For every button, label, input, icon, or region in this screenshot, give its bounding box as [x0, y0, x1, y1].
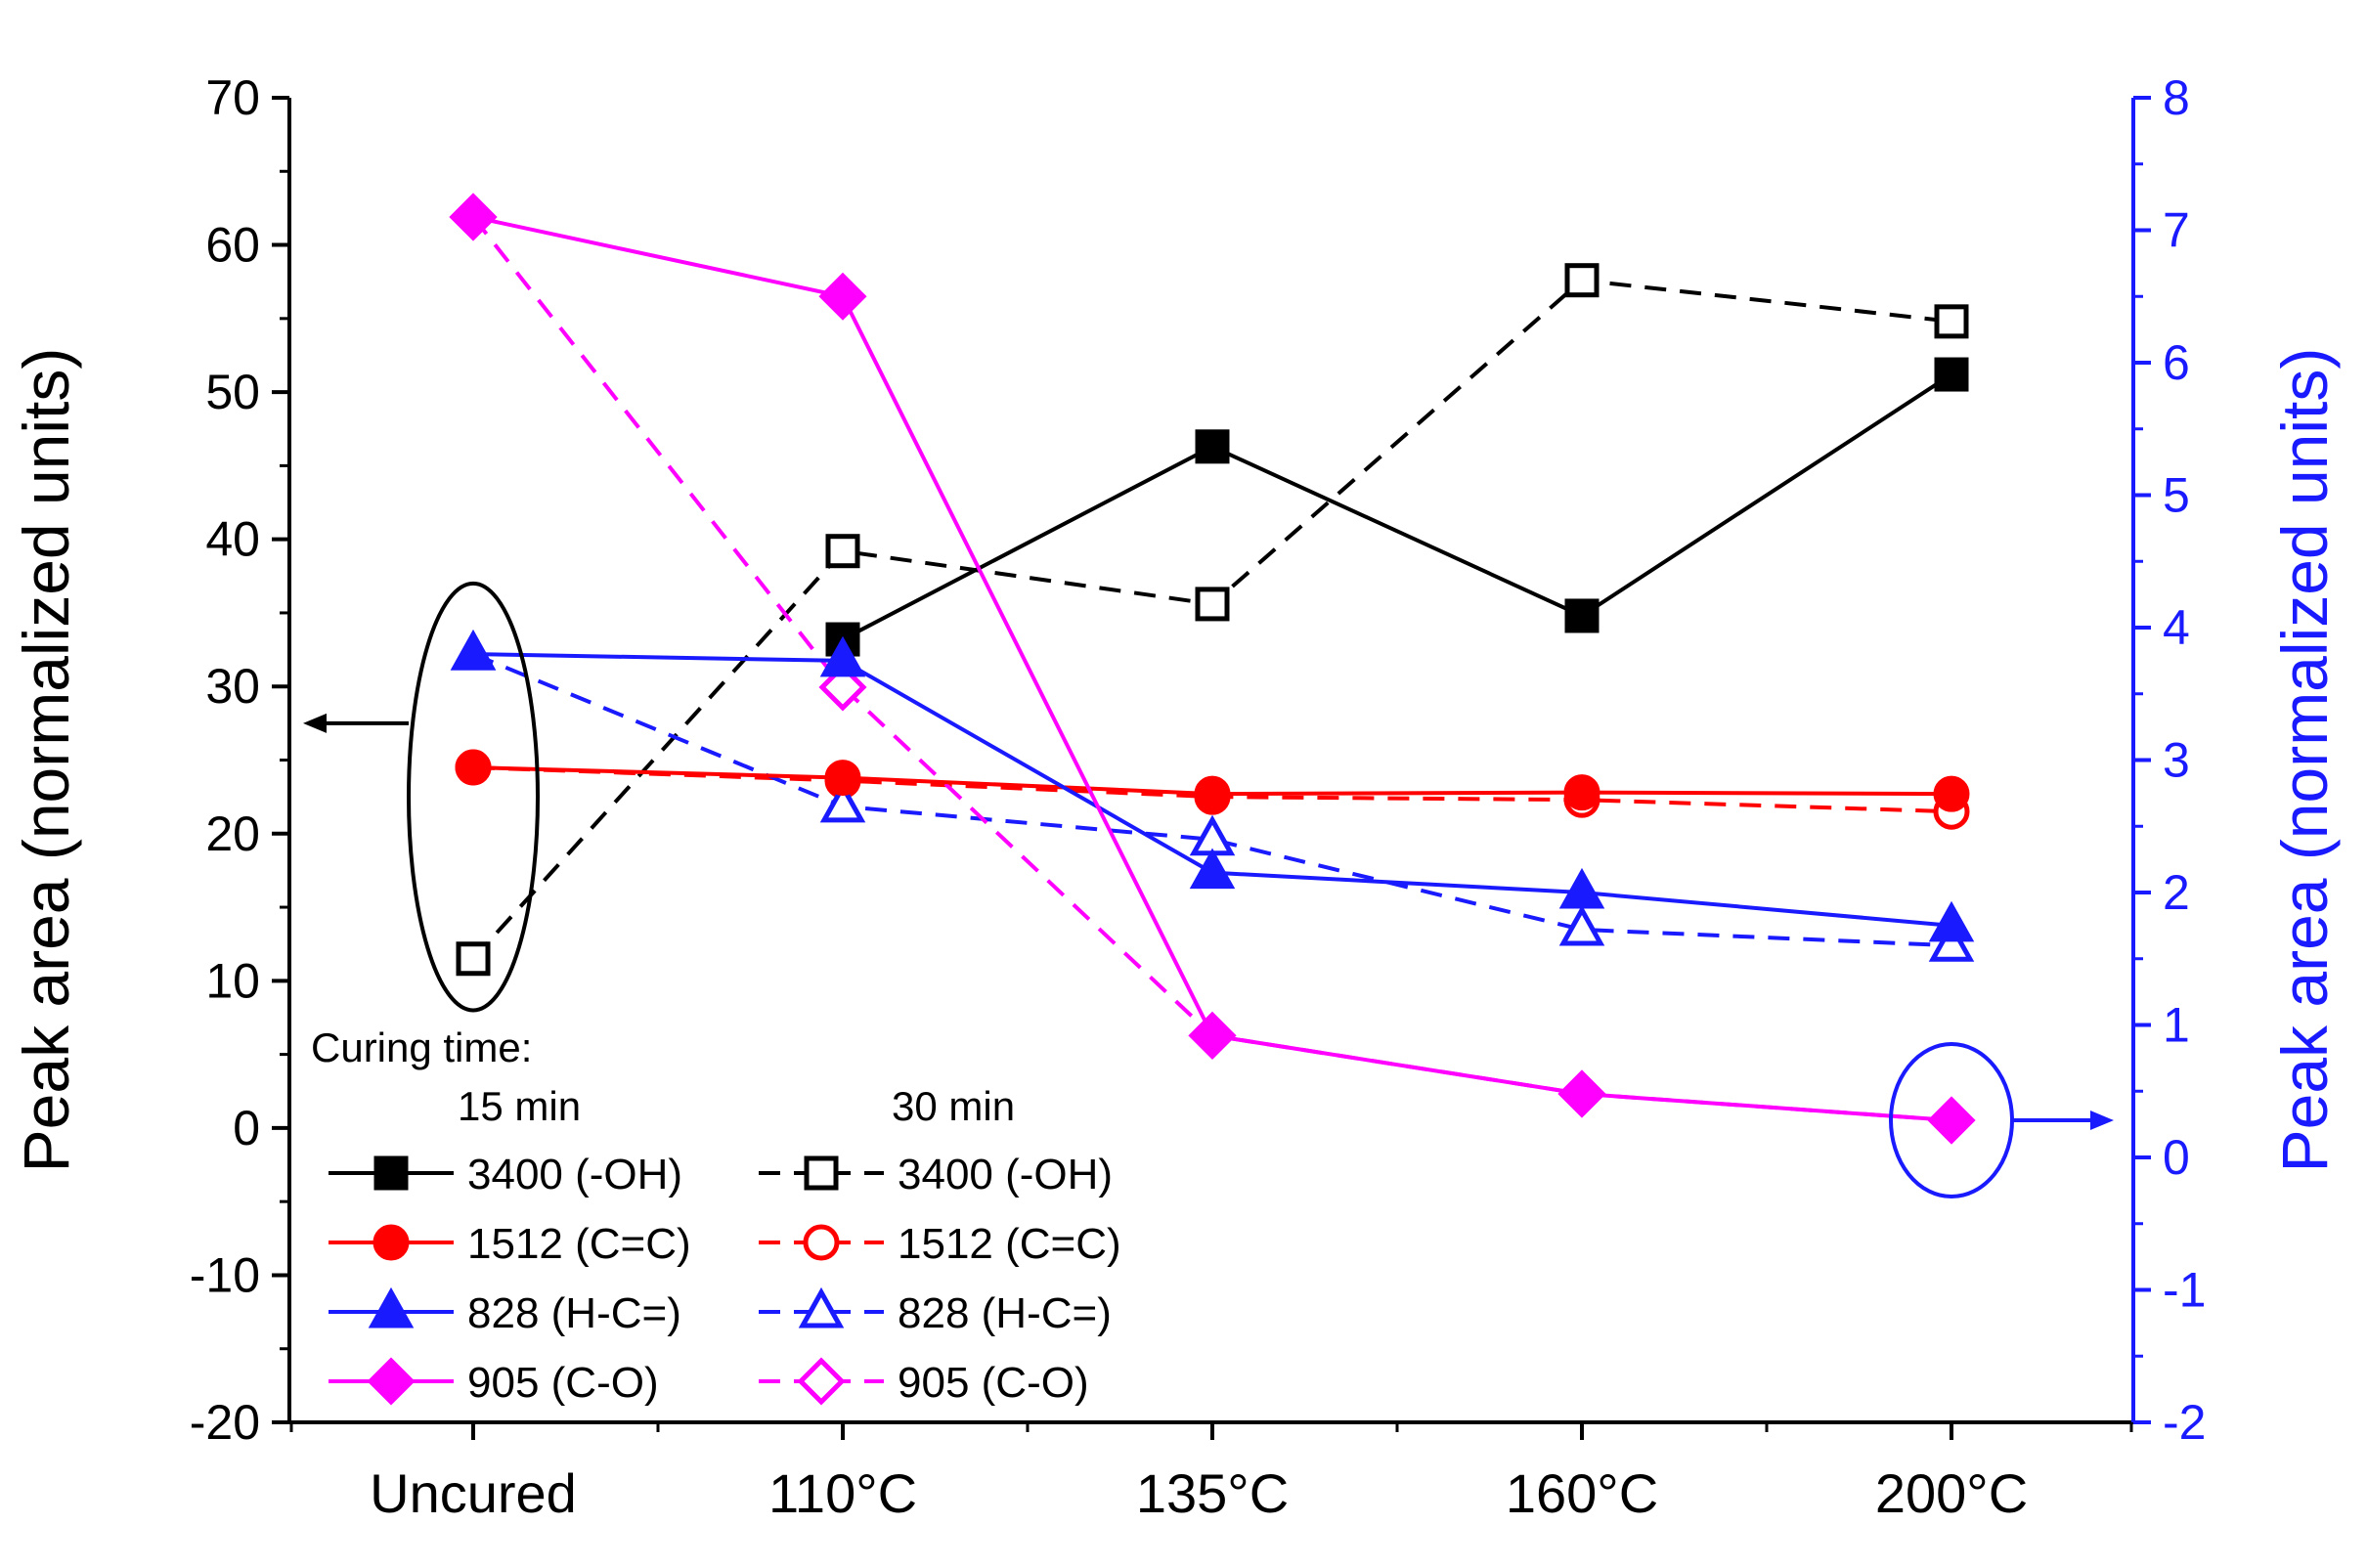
- series-line-s905_15: [472, 214, 1952, 1123]
- series-line-s3400_15: [842, 372, 1953, 641]
- data-point-s828_15: [1558, 867, 1605, 909]
- data-point-s3400_30: [825, 534, 860, 569]
- left-tick-label: 20: [205, 806, 260, 861]
- right-tick-label: 7: [2163, 203, 2190, 258]
- data-point-s3400_15: [1934, 357, 1969, 392]
- data-point-s3400_30: [456, 941, 491, 977]
- legend-label-s905_15: 905 (C-O): [467, 1359, 659, 1407]
- x-tick-label: 160°C: [1506, 1462, 1658, 1524]
- left-tick-label: -10: [190, 1247, 260, 1302]
- left-tick-label: 70: [205, 70, 260, 125]
- data-point-s905_30: [818, 663, 867, 712]
- data-point-s1512_15: [824, 760, 861, 797]
- data-point-s828_15: [1928, 900, 1975, 942]
- x-tick-label: 135°C: [1136, 1462, 1289, 1524]
- legend-label-s3400_30: 3400 (-OH): [898, 1151, 1113, 1198]
- left-tick-label: 40: [205, 512, 260, 567]
- legend-marker-s905_30: [797, 1357, 846, 1406]
- legend-label-s905_30: 905 (C-O): [898, 1359, 1089, 1407]
- left-tick-label: 0: [233, 1101, 260, 1155]
- left-tick-label: -20: [190, 1395, 260, 1450]
- right-tick-label: 6: [2163, 335, 2190, 390]
- left-tick-label: 50: [205, 365, 260, 419]
- legend-label-s3400_15: 3400 (-OH): [467, 1151, 682, 1198]
- right-tick-label: 5: [2163, 468, 2190, 523]
- left-axis-title: Peak area (normalized units): [10, 348, 82, 1173]
- legend-marker-s828_30: [798, 1286, 845, 1328]
- legend-marker-s3400_15: [373, 1155, 409, 1191]
- data-point-s3400_30: [1564, 263, 1600, 298]
- right-tick-label: 0: [2163, 1130, 2190, 1185]
- legend-marker-s1512_15: [373, 1224, 410, 1261]
- data-point-s1512_15: [455, 749, 492, 786]
- data-point-s905_15: [449, 193, 498, 241]
- data-point-s3400_30: [1195, 587, 1230, 622]
- x-tick-label: 200°C: [1875, 1462, 2028, 1524]
- left-tick-label: 10: [205, 953, 260, 1008]
- data-point-s1512_15: [1933, 775, 1970, 812]
- series-line-s905_30: [471, 215, 1952, 1123]
- data-point-s1512_15: [1563, 774, 1600, 811]
- data-point-s828_15: [450, 629, 497, 671]
- data-point-s828_30: [819, 781, 866, 823]
- right-tick-label: -1: [2163, 1263, 2206, 1318]
- legend-label-s828_30: 828 (H-C=): [898, 1289, 1112, 1337]
- data-point-s3400_30: [1934, 304, 1969, 339]
- right-arrow-head: [2090, 1111, 2114, 1131]
- legend-label-s1512_30: 1512 (C=C): [898, 1220, 1121, 1268]
- data-point-s905_15: [1188, 1011, 1237, 1060]
- data-point-s828_30: [1928, 921, 1975, 962]
- right-tick-label: -2: [2163, 1395, 2206, 1450]
- data-point-s828_15: [1189, 848, 1236, 890]
- data-point-s905_15: [1927, 1096, 1976, 1145]
- left-tick-label: 60: [205, 218, 260, 273]
- legend-marker-s905_15: [367, 1357, 416, 1406]
- legend-col-30min: 30 min: [892, 1083, 1015, 1129]
- data-point-s3400_15: [1564, 598, 1600, 633]
- data-point-s905_15: [818, 272, 867, 321]
- right-tick-label: 1: [2163, 998, 2190, 1053]
- data-point-s3400_15: [1195, 429, 1230, 464]
- legend-marker-s1512_30: [803, 1224, 840, 1261]
- x-tick-label: Uncured: [370, 1462, 577, 1524]
- left-tick-label: 30: [205, 659, 260, 714]
- right-tick-label: 8: [2163, 70, 2190, 125]
- right-tick-label: 4: [2163, 600, 2190, 655]
- right-axis-title: Peak area (normalized units): [2268, 348, 2341, 1173]
- legend-marker-s828_15: [368, 1286, 415, 1328]
- data-point-s905_15: [1557, 1069, 1606, 1118]
- legend-label-s1512_15: 1512 (C=C): [467, 1220, 691, 1268]
- x-tick-label: 110°C: [768, 1462, 917, 1524]
- data-point-s1512_15: [1194, 775, 1231, 812]
- data-point-s828_15: [819, 635, 866, 677]
- left-arrow-head: [303, 713, 327, 733]
- right-tick-label: 2: [2163, 865, 2190, 920]
- data-point-s828_30: [1558, 904, 1605, 946]
- left-axis-ellipse: [407, 581, 540, 1013]
- legend-marker-s3400_30: [804, 1155, 839, 1191]
- legend-col-15min: 15 min: [458, 1083, 581, 1129]
- legend-label-s828_15: 828 (H-C=): [467, 1289, 681, 1337]
- legend-heading: Curing time:: [311, 1024, 532, 1070]
- right-tick-label: 3: [2163, 733, 2190, 788]
- series-line-s828_30: [472, 652, 1952, 948]
